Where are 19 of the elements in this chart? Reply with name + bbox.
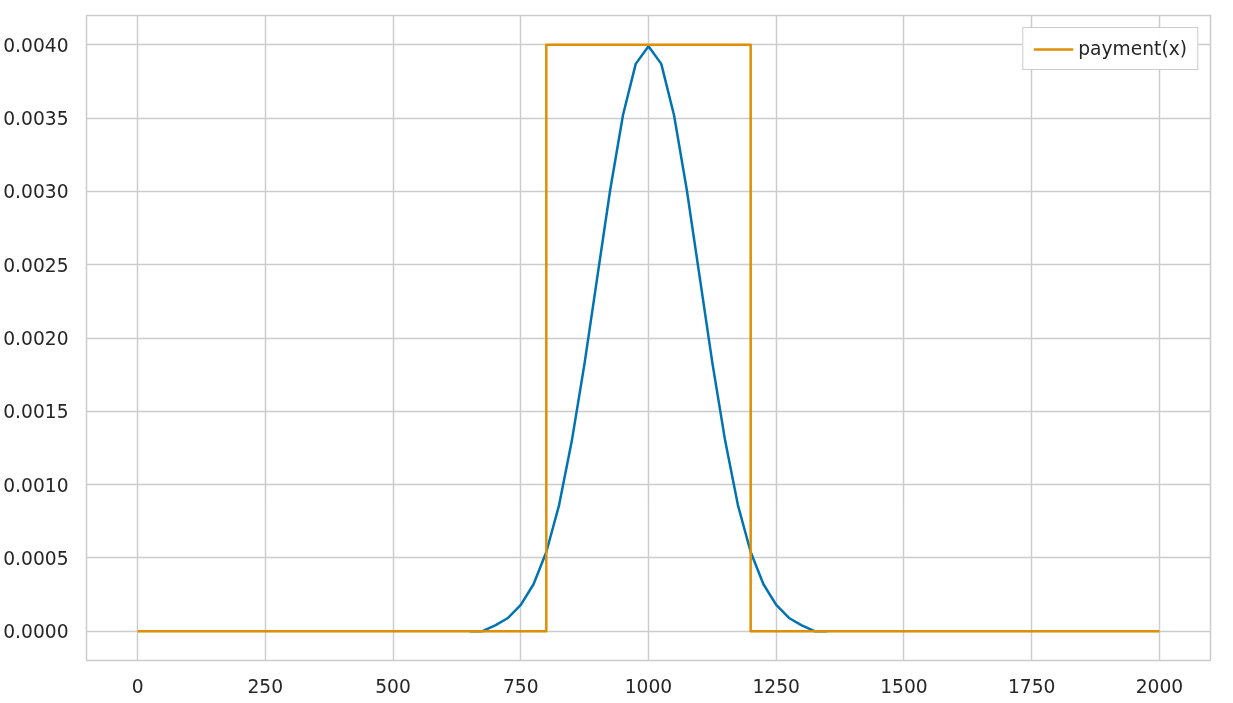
x-tick-label: 1750: [1007, 675, 1056, 697]
legend-label: payment(x): [1078, 38, 1187, 59]
y-tick-label: 0.0005: [3, 547, 69, 569]
y-tick-label: 0.0000: [3, 621, 69, 643]
x-tick-label: 1500: [880, 675, 928, 697]
y-tick-label: 0.0010: [3, 474, 69, 496]
x-tick-label: 500: [375, 675, 411, 697]
y-tick-label: 0.0015: [3, 401, 69, 423]
y-tick-label: 0.0030: [3, 181, 69, 203]
y-tick-label: 0.0040: [3, 34, 69, 56]
x-tick-label: 1250: [752, 675, 800, 697]
x-tick-label: 1000: [624, 675, 673, 697]
y-tick-label: 0.0020: [3, 328, 69, 349]
x-tick-label: 250: [247, 675, 284, 697]
x-tick-label: 0: [131, 675, 144, 697]
y-tick-label: 0.0035: [3, 108, 69, 130]
y-tick-label: 0.0025: [3, 254, 69, 276]
x-tick-label: 2000: [1135, 675, 1184, 697]
x-tick-label: 750: [502, 675, 539, 697]
